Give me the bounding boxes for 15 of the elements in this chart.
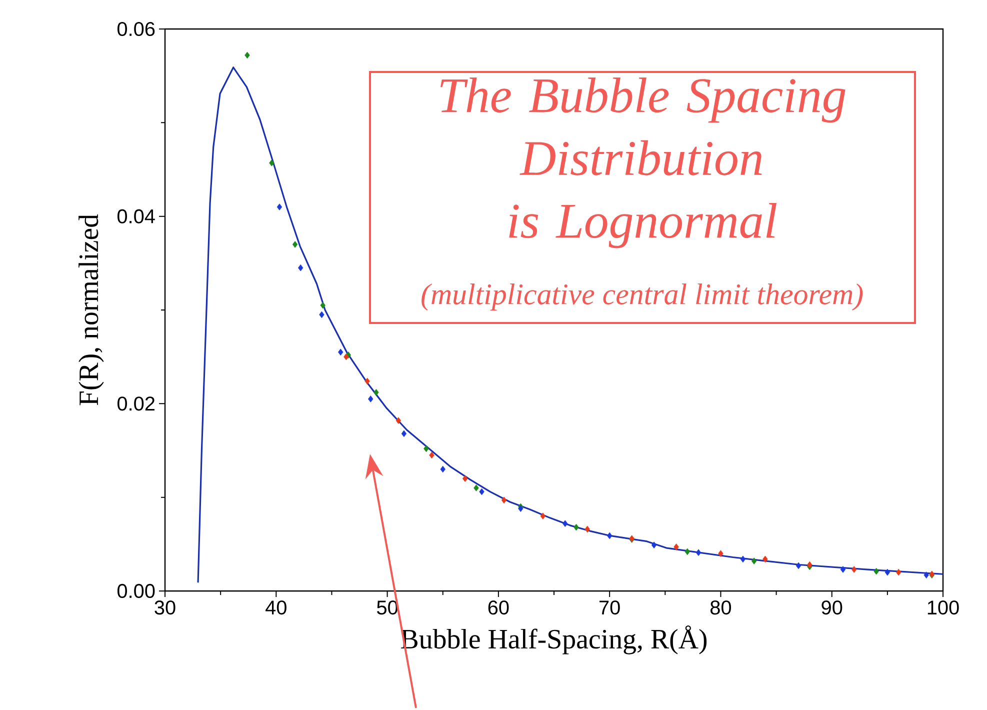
x-tick-label: 50 bbox=[377, 600, 398, 615]
y-tick-label: 0.06 bbox=[117, 22, 155, 36]
x-tick-label: 70 bbox=[600, 600, 620, 615]
x-tick-label: 90 bbox=[822, 600, 842, 615]
y-axis-title: F(R), normalized bbox=[78, 214, 104, 406]
annotation: The Bubble Spacing Distribution is Lognormal bbox=[440, 78, 846, 248]
y-tick-label: 0.02 bbox=[117, 396, 154, 411]
x-tick-label: 30 bbox=[154, 600, 176, 615]
x-tick-label: 40 bbox=[266, 600, 286, 615]
x-tick-label: 100 bbox=[928, 600, 959, 615]
y-tick-label: 0.04 bbox=[117, 209, 155, 224]
x-tick-label: 60 bbox=[488, 600, 509, 615]
x-tick-label: 80 bbox=[710, 600, 732, 615]
annotation: (multiplicative central limit theorem) bbox=[422, 283, 863, 311]
y-tick-label: 0.00 bbox=[117, 584, 155, 598]
